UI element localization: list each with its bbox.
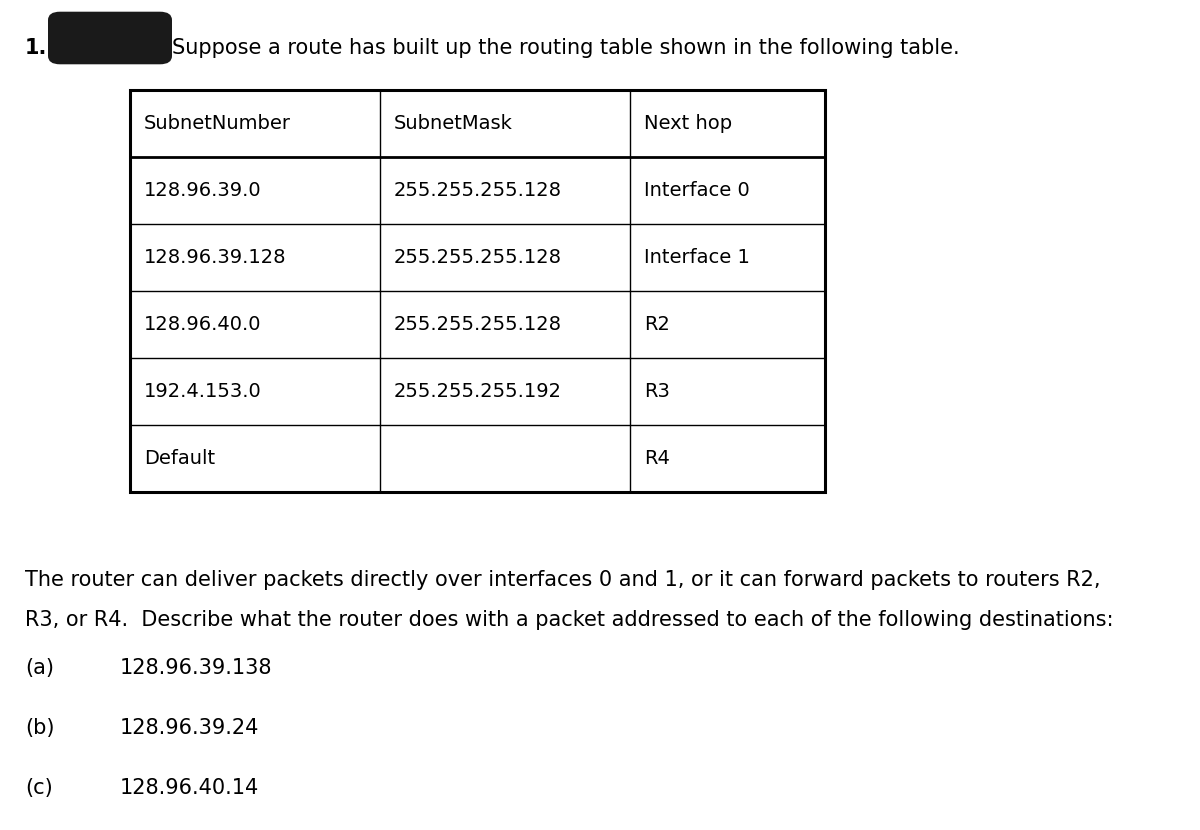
Text: 128.96.40.0: 128.96.40.0	[144, 315, 262, 334]
Text: SubnetNumber: SubnetNumber	[144, 114, 292, 133]
Text: 128.96.39.24: 128.96.39.24	[120, 718, 259, 738]
Text: (a): (a)	[25, 658, 54, 678]
Text: 192.4.153.0: 192.4.153.0	[144, 382, 262, 401]
Text: 255.255.255.128: 255.255.255.128	[394, 315, 562, 334]
Text: R3: R3	[644, 382, 670, 401]
Text: 255.255.255.128: 255.255.255.128	[394, 181, 562, 200]
Text: 128.96.39.128: 128.96.39.128	[144, 248, 287, 267]
Text: 128.96.39.138: 128.96.39.138	[120, 658, 272, 678]
Text: The router can deliver packets directly over interfaces 0 and 1, or it can forwa: The router can deliver packets directly …	[25, 570, 1100, 590]
Text: 255.255.255.192: 255.255.255.192	[394, 382, 562, 401]
Text: 128.96.39.0: 128.96.39.0	[144, 181, 262, 200]
Text: (b): (b)	[25, 718, 54, 738]
Text: (c): (c)	[25, 778, 53, 798]
Text: Interface 1: Interface 1	[644, 248, 750, 267]
Text: R3, or R4.  Describe what the router does with a packet addressed to each of the: R3, or R4. Describe what the router does…	[25, 610, 1114, 630]
Text: SubnetMask: SubnetMask	[394, 114, 512, 133]
Text: 128.96.40.14: 128.96.40.14	[120, 778, 259, 798]
Text: Suppose a route has built up the routing table shown in the following table.: Suppose a route has built up the routing…	[172, 38, 960, 58]
Text: Default: Default	[144, 449, 215, 468]
Text: 255.255.255.128: 255.255.255.128	[394, 248, 562, 267]
Text: R4: R4	[644, 449, 670, 468]
Text: Next hop: Next hop	[644, 114, 732, 133]
Text: 1.: 1.	[25, 38, 47, 58]
Text: R2: R2	[644, 315, 670, 334]
Text: Interface 0: Interface 0	[644, 181, 750, 200]
